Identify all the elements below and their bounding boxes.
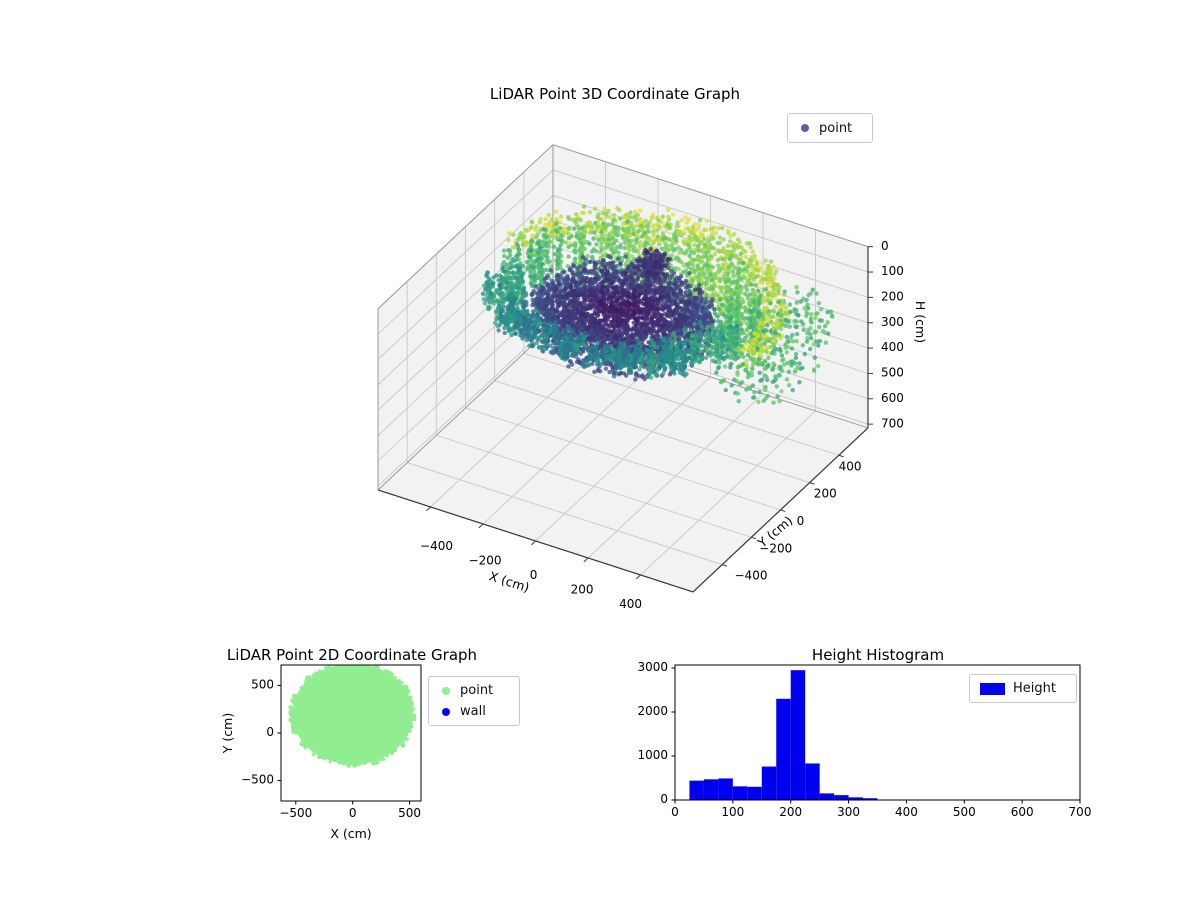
plot3d-title: LiDAR Point 3D Coordinate Graph <box>489 85 741 103</box>
point-marker-swatch-2d <box>442 686 450 695</box>
legend-label-wall-2d: wall <box>460 704 486 719</box>
legend-item-wall-2d: wall <box>429 701 519 722</box>
legend-label-point-2d: point <box>460 683 494 698</box>
legend-item-height: Height <box>970 678 1076 699</box>
point-marker-swatch <box>801 124 809 132</box>
height-bar-swatch <box>980 682 1005 695</box>
legend-label-height: Height <box>1013 681 1056 696</box>
histogram-title: Height Histogram <box>811 646 945 664</box>
wall-marker-swatch-2d <box>442 707 450 716</box>
plot2d-legend: point wall <box>428 676 520 726</box>
histogram-legend: Height <box>969 674 1077 703</box>
legend-item-point-3d: point <box>788 118 872 139</box>
plot2d-title: LiDAR Point 2D Coordinate Graph <box>226 646 478 664</box>
legend-item-point-2d: point <box>429 680 519 701</box>
plot3d-legend: point <box>787 113 873 143</box>
legend-label-point-3d: point <box>819 120 853 136</box>
